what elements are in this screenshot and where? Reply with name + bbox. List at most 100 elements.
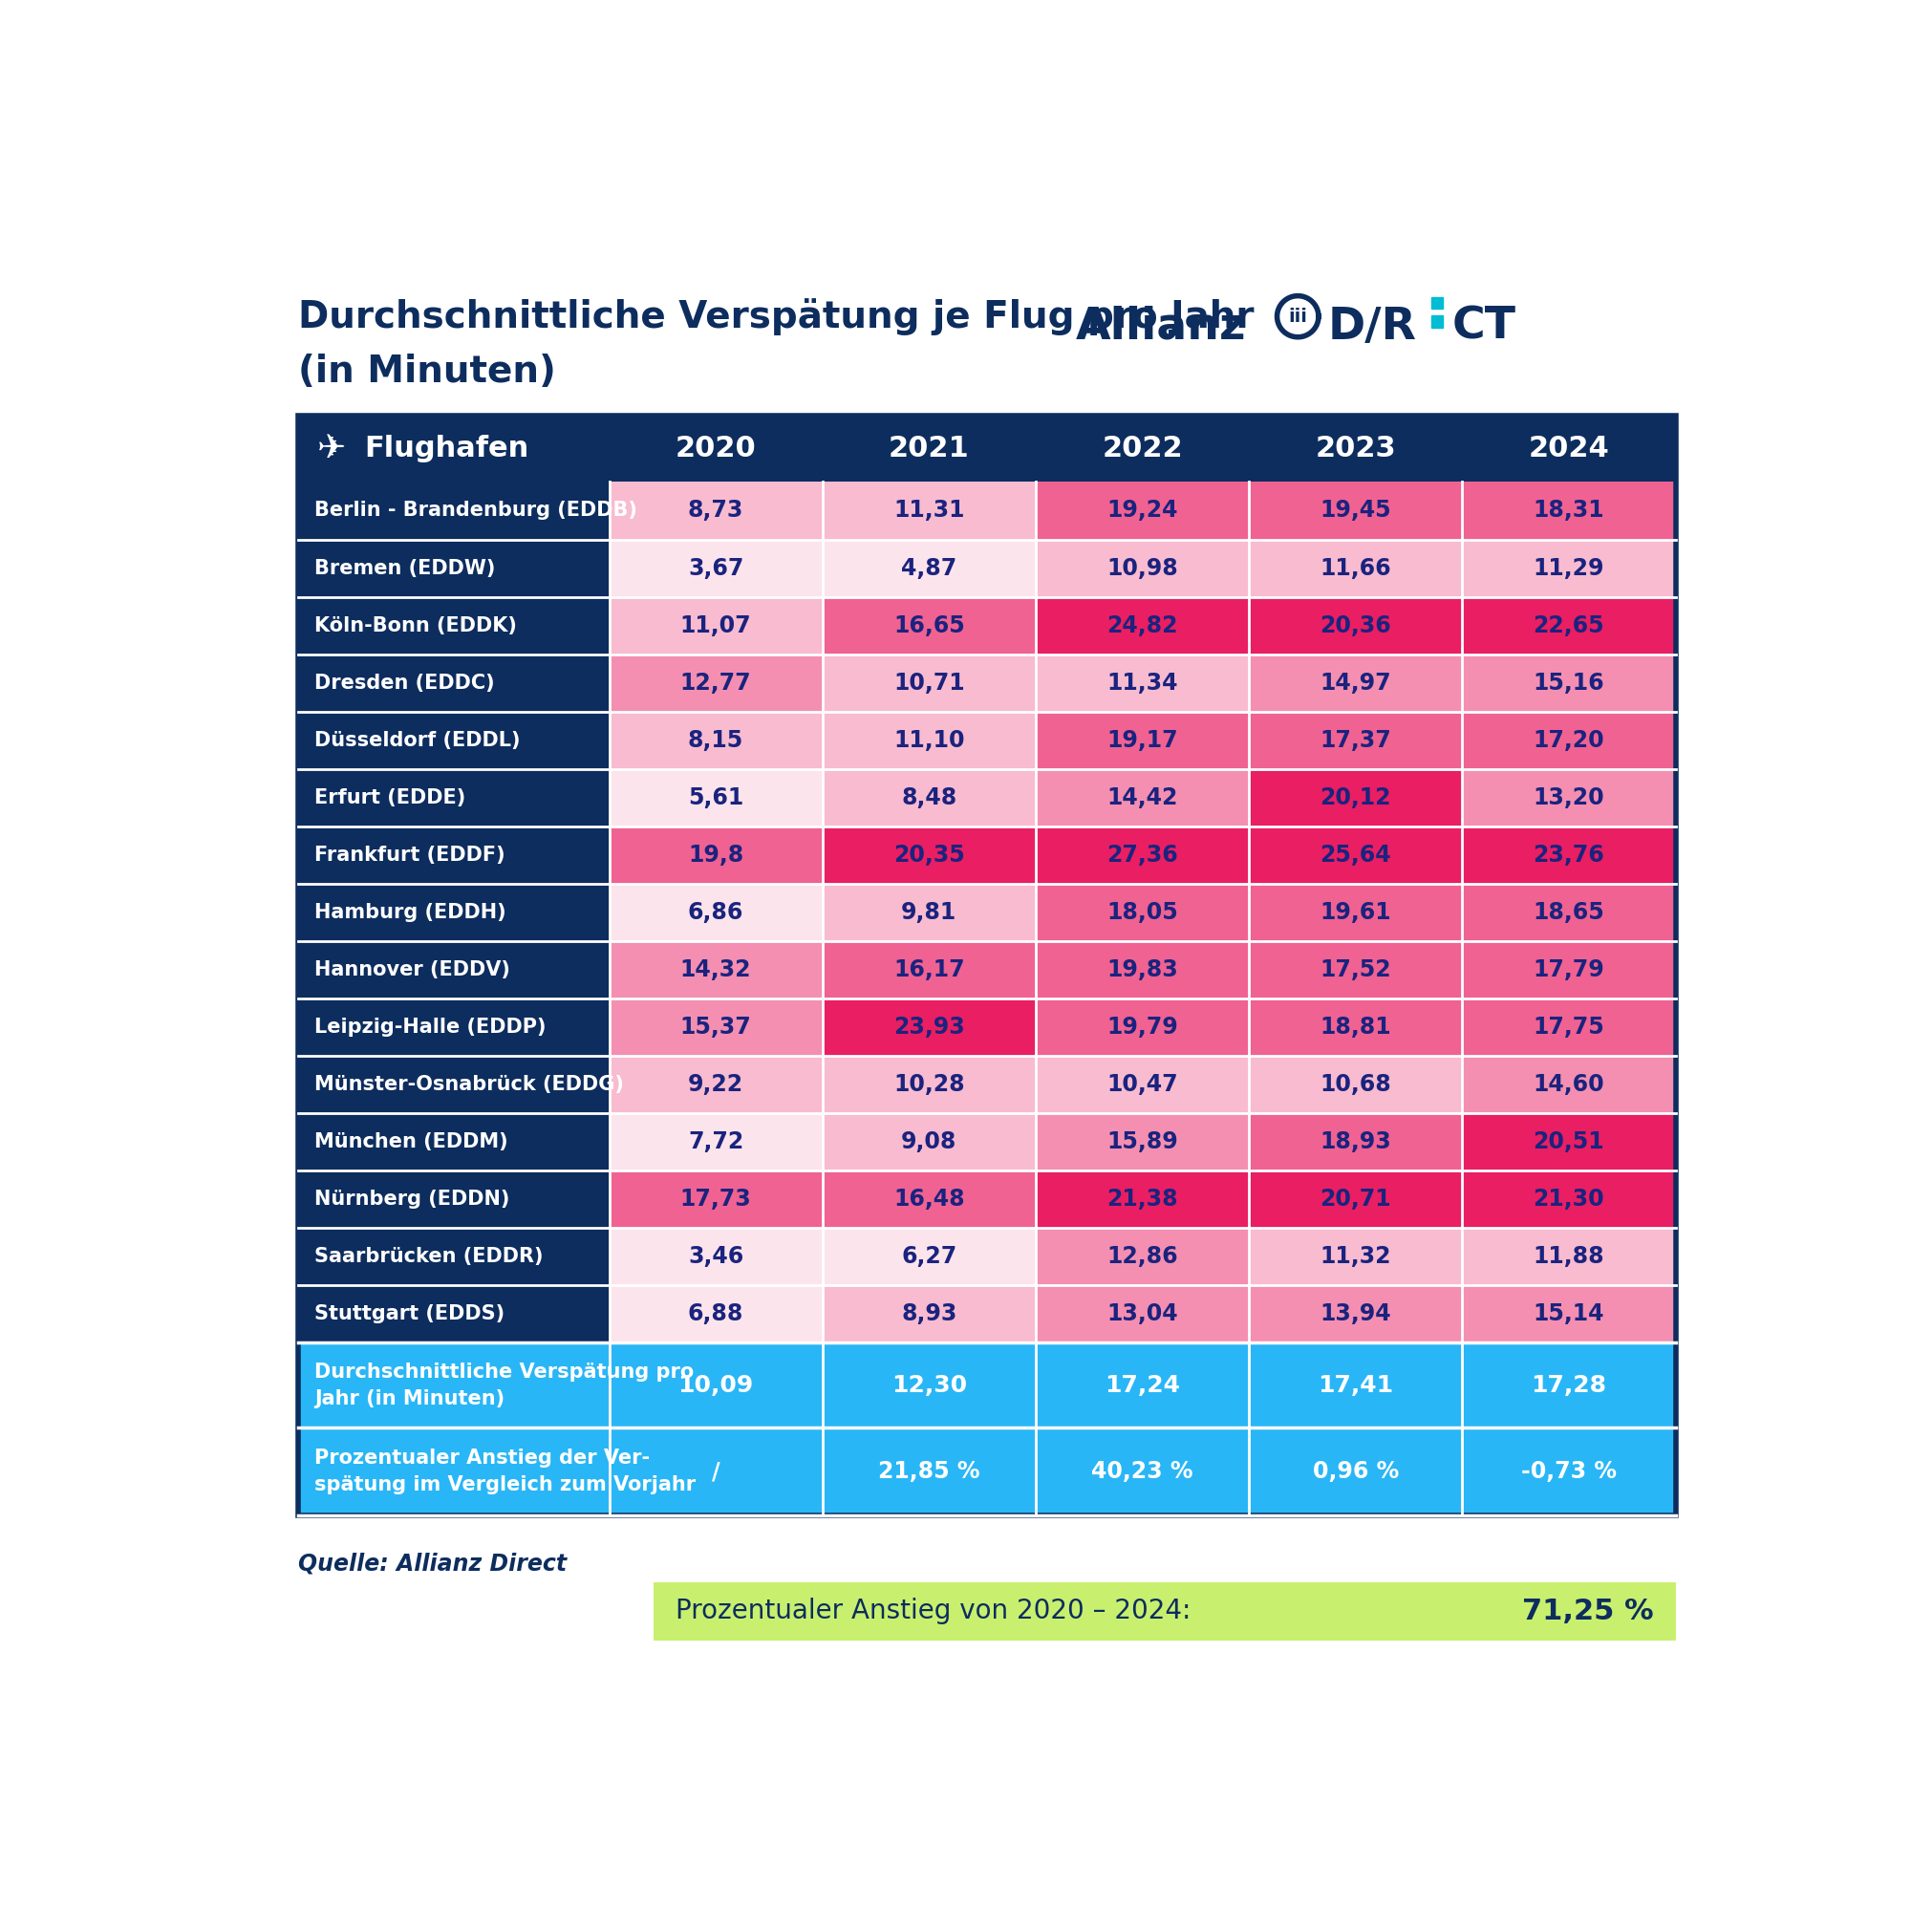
FancyBboxPatch shape bbox=[1462, 539, 1676, 597]
Text: 11,10: 11,10 bbox=[894, 728, 965, 752]
Text: CT: CT bbox=[1452, 305, 1515, 348]
Text: 9,08: 9,08 bbox=[902, 1130, 957, 1153]
FancyBboxPatch shape bbox=[1036, 539, 1250, 597]
Text: 19,45: 19,45 bbox=[1321, 498, 1391, 522]
FancyBboxPatch shape bbox=[1250, 711, 1462, 769]
Text: 11,88: 11,88 bbox=[1533, 1246, 1605, 1267]
FancyBboxPatch shape bbox=[1250, 539, 1462, 597]
Text: 6,27: 6,27 bbox=[902, 1246, 957, 1267]
Text: 20,12: 20,12 bbox=[1321, 786, 1391, 810]
Text: 17,28: 17,28 bbox=[1531, 1374, 1607, 1397]
FancyBboxPatch shape bbox=[298, 1171, 610, 1229]
Text: 21,38: 21,38 bbox=[1106, 1188, 1177, 1211]
FancyBboxPatch shape bbox=[1250, 1229, 1462, 1285]
FancyBboxPatch shape bbox=[610, 655, 822, 711]
FancyBboxPatch shape bbox=[1462, 827, 1676, 883]
Text: 17,79: 17,79 bbox=[1533, 958, 1605, 981]
Text: 16,65: 16,65 bbox=[892, 614, 965, 638]
FancyBboxPatch shape bbox=[610, 539, 822, 597]
Text: 14,60: 14,60 bbox=[1533, 1072, 1605, 1095]
Text: Prozentualer Anstieg der Ver-
spätung im Vergleich zum Vorjahr: Prozentualer Anstieg der Ver- spätung im… bbox=[315, 1449, 696, 1495]
Text: 20,71: 20,71 bbox=[1321, 1188, 1391, 1211]
Text: 12,77: 12,77 bbox=[680, 672, 751, 694]
Text: D/R: D/R bbox=[1328, 305, 1416, 348]
FancyBboxPatch shape bbox=[298, 883, 610, 941]
FancyBboxPatch shape bbox=[298, 827, 610, 883]
Text: 11,31: 11,31 bbox=[894, 498, 965, 522]
Text: 8,73: 8,73 bbox=[688, 498, 743, 522]
FancyBboxPatch shape bbox=[822, 1343, 1036, 1428]
Text: 20,36: 20,36 bbox=[1321, 614, 1391, 638]
FancyBboxPatch shape bbox=[1036, 1343, 1250, 1428]
FancyBboxPatch shape bbox=[610, 481, 822, 539]
Text: -0,73 %: -0,73 % bbox=[1521, 1461, 1617, 1484]
Text: 5,61: 5,61 bbox=[688, 786, 743, 810]
FancyBboxPatch shape bbox=[822, 539, 1036, 597]
FancyBboxPatch shape bbox=[1462, 1113, 1676, 1171]
Text: ✈: ✈ bbox=[317, 433, 346, 466]
FancyBboxPatch shape bbox=[1250, 827, 1462, 883]
FancyBboxPatch shape bbox=[1250, 1285, 1462, 1343]
FancyBboxPatch shape bbox=[1036, 1428, 1250, 1517]
Text: (in Minuten): (in Minuten) bbox=[298, 354, 556, 390]
FancyBboxPatch shape bbox=[298, 1229, 610, 1285]
Text: 2024: 2024 bbox=[1529, 435, 1609, 464]
FancyBboxPatch shape bbox=[1036, 941, 1250, 999]
Text: 40,23 %: 40,23 % bbox=[1091, 1461, 1192, 1484]
FancyBboxPatch shape bbox=[610, 597, 822, 655]
Text: 71,25 %: 71,25 % bbox=[1521, 1598, 1653, 1625]
Text: Düsseldorf (EDDL): Düsseldorf (EDDL) bbox=[315, 730, 520, 750]
Text: Prozentualer Anstieg von 2020 – 2024:: Prozentualer Anstieg von 2020 – 2024: bbox=[676, 1598, 1200, 1625]
Text: Stuttgart (EDDS): Stuttgart (EDDS) bbox=[315, 1304, 505, 1323]
FancyBboxPatch shape bbox=[822, 999, 1036, 1057]
FancyBboxPatch shape bbox=[1462, 941, 1676, 999]
Text: 13,20: 13,20 bbox=[1533, 786, 1605, 810]
Text: 17,73: 17,73 bbox=[680, 1188, 751, 1211]
Text: 10,47: 10,47 bbox=[1106, 1072, 1177, 1095]
FancyBboxPatch shape bbox=[298, 481, 610, 539]
FancyBboxPatch shape bbox=[610, 1428, 822, 1517]
Text: 2022: 2022 bbox=[1103, 435, 1183, 464]
FancyBboxPatch shape bbox=[1036, 711, 1250, 769]
Text: 17,20: 17,20 bbox=[1533, 728, 1605, 752]
FancyBboxPatch shape bbox=[1250, 1057, 1462, 1113]
Text: Quelle: Allianz Direct: Quelle: Allianz Direct bbox=[298, 1553, 568, 1575]
FancyBboxPatch shape bbox=[822, 1285, 1036, 1343]
FancyBboxPatch shape bbox=[1462, 1229, 1676, 1285]
FancyBboxPatch shape bbox=[610, 883, 822, 941]
FancyBboxPatch shape bbox=[610, 711, 822, 769]
Text: 13,04: 13,04 bbox=[1106, 1302, 1177, 1325]
Text: 19,24: 19,24 bbox=[1106, 498, 1177, 522]
FancyBboxPatch shape bbox=[1036, 1229, 1250, 1285]
Text: 17,37: 17,37 bbox=[1321, 728, 1391, 752]
FancyBboxPatch shape bbox=[610, 1113, 822, 1171]
Text: 20,35: 20,35 bbox=[892, 844, 965, 866]
FancyBboxPatch shape bbox=[1036, 999, 1250, 1057]
FancyBboxPatch shape bbox=[610, 1285, 822, 1343]
FancyBboxPatch shape bbox=[610, 769, 822, 827]
Text: Flughafen: Flughafen bbox=[365, 435, 529, 464]
FancyBboxPatch shape bbox=[1036, 1285, 1250, 1343]
FancyBboxPatch shape bbox=[1462, 711, 1676, 769]
Text: 8,15: 8,15 bbox=[688, 728, 743, 752]
Text: 19,61: 19,61 bbox=[1321, 900, 1391, 923]
Text: 3,67: 3,67 bbox=[688, 556, 743, 580]
Text: Saarbrücken (EDDR): Saarbrücken (EDDR) bbox=[315, 1248, 543, 1265]
FancyBboxPatch shape bbox=[298, 415, 1676, 481]
Text: Frankfurt (EDDF): Frankfurt (EDDF) bbox=[315, 846, 505, 864]
FancyBboxPatch shape bbox=[1462, 1057, 1676, 1113]
Text: Berlin - Brandenburg (EDDB): Berlin - Brandenburg (EDDB) bbox=[315, 500, 636, 520]
FancyBboxPatch shape bbox=[1036, 827, 1250, 883]
FancyBboxPatch shape bbox=[1250, 1171, 1462, 1229]
Text: 20,51: 20,51 bbox=[1533, 1130, 1605, 1153]
FancyBboxPatch shape bbox=[610, 1343, 822, 1428]
FancyBboxPatch shape bbox=[610, 1057, 822, 1113]
FancyBboxPatch shape bbox=[298, 1343, 610, 1428]
FancyBboxPatch shape bbox=[1250, 1343, 1462, 1428]
Text: 11,66: 11,66 bbox=[1321, 556, 1391, 580]
FancyBboxPatch shape bbox=[1036, 1171, 1250, 1229]
FancyBboxPatch shape bbox=[298, 1285, 610, 1343]
Text: 4,87: 4,87 bbox=[902, 556, 957, 580]
Text: Münster-Osnabrück (EDDG): Münster-Osnabrück (EDDG) bbox=[315, 1074, 623, 1094]
Text: 11,29: 11,29 bbox=[1533, 556, 1605, 580]
